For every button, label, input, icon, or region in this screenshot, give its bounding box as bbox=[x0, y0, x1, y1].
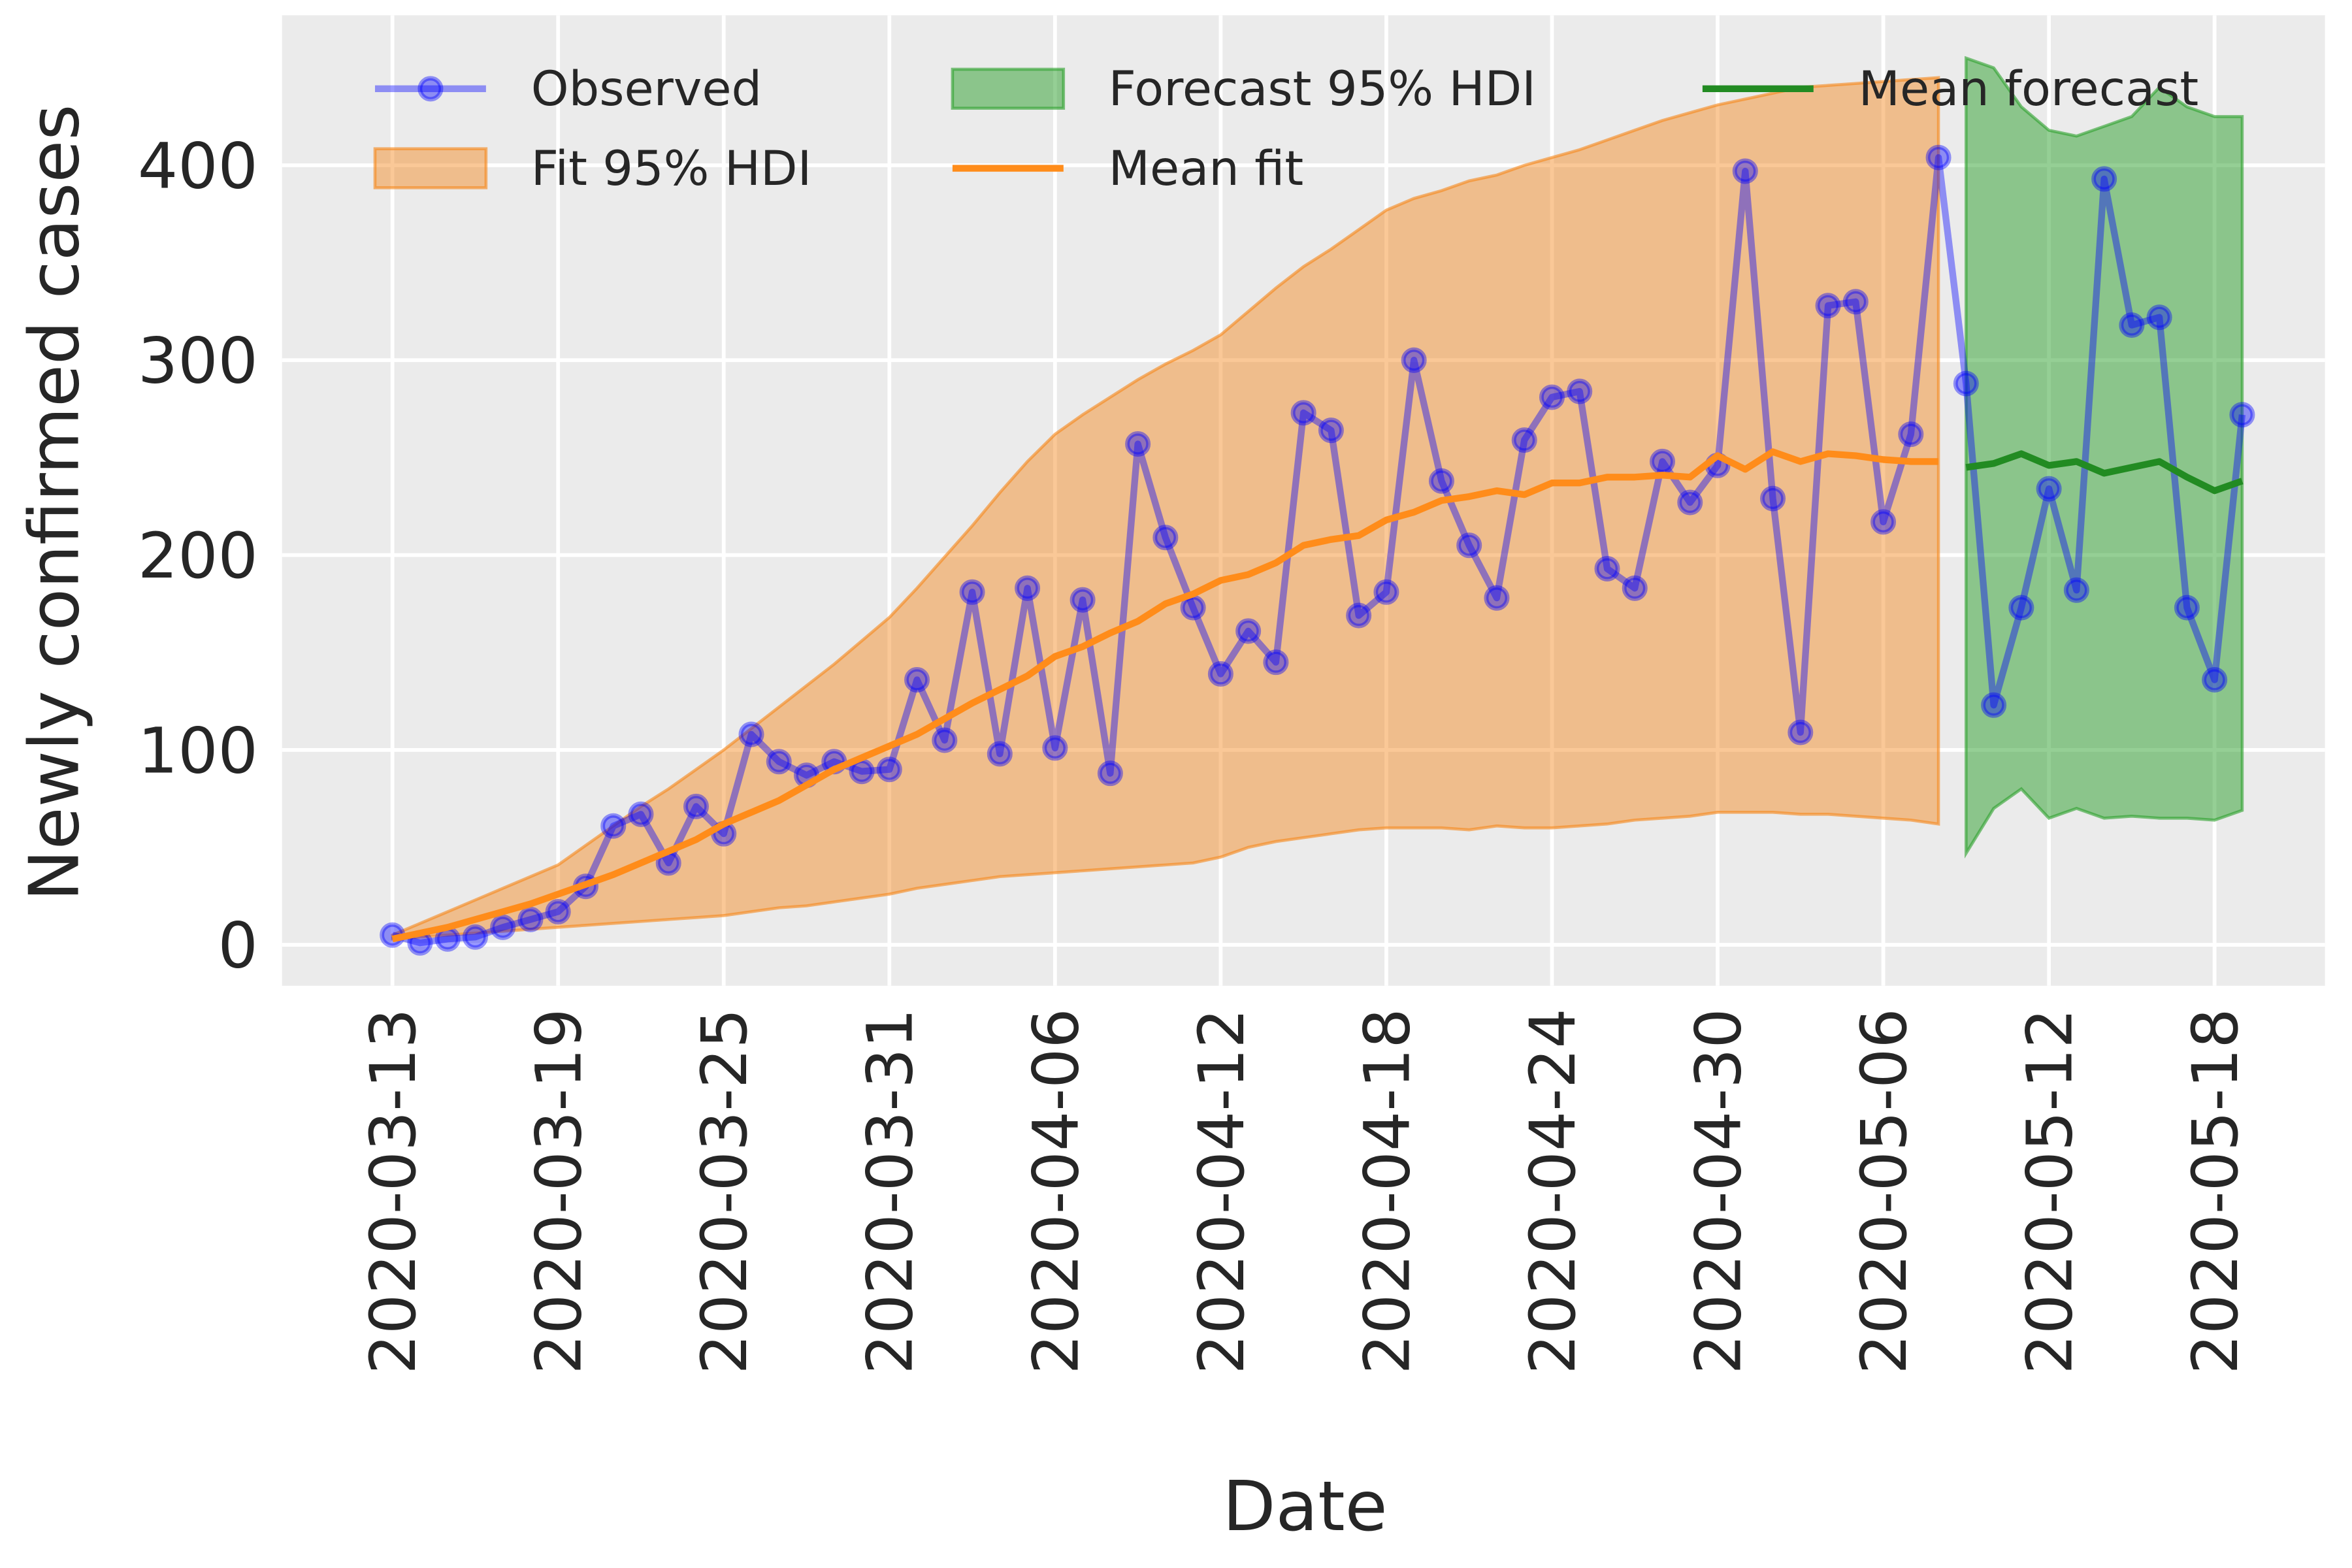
legend-marker bbox=[417, 76, 444, 102]
x-tick-label: 2020-05-06 bbox=[1848, 1008, 1921, 1374]
x-axis-label: Date bbox=[1222, 1466, 1387, 1546]
x-tick-label: 2020-05-18 bbox=[2179, 1008, 2252, 1374]
point bbox=[2063, 577, 2089, 603]
point bbox=[1290, 400, 1316, 426]
point bbox=[959, 579, 985, 605]
point bbox=[766, 749, 792, 775]
x-tick-label: 2020-04-24 bbox=[1516, 1008, 1590, 1374]
point bbox=[1732, 158, 1758, 184]
point bbox=[2119, 312, 2145, 338]
point bbox=[490, 914, 516, 940]
point bbox=[2091, 166, 2117, 192]
point bbox=[628, 801, 654, 827]
point bbox=[1152, 525, 1179, 551]
point bbox=[1263, 649, 1289, 676]
line bbox=[391, 154, 2246, 947]
y-axis-label: Newly confirmed cases bbox=[14, 105, 94, 902]
point bbox=[1428, 468, 1454, 494]
marks bbox=[380, 56, 2255, 956]
point bbox=[1953, 370, 1979, 397]
point bbox=[987, 741, 1013, 767]
legend-swatch bbox=[951, 67, 1066, 110]
point bbox=[2146, 304, 2172, 331]
legend-label: Observed bbox=[531, 61, 762, 117]
point bbox=[1373, 579, 1399, 605]
point bbox=[2008, 595, 2034, 621]
point bbox=[545, 898, 571, 924]
point bbox=[1594, 555, 1620, 581]
point bbox=[1346, 602, 1372, 629]
point bbox=[876, 757, 902, 783]
point bbox=[600, 813, 627, 839]
point bbox=[1815, 293, 1841, 319]
point bbox=[1097, 760, 1123, 787]
y-tick-label: 0 bbox=[218, 909, 258, 983]
point bbox=[1788, 719, 1814, 745]
legend-label: Mean fit bbox=[1109, 141, 1304, 197]
line bbox=[1965, 450, 2244, 495]
point bbox=[1318, 417, 1344, 444]
point bbox=[2036, 476, 2062, 502]
point bbox=[683, 793, 710, 819]
point bbox=[904, 666, 930, 693]
point bbox=[1622, 575, 1648, 601]
point bbox=[2229, 402, 2255, 428]
point bbox=[1015, 575, 1041, 601]
x-tick-label: 2020-04-06 bbox=[1019, 1008, 1092, 1374]
point bbox=[1539, 384, 1565, 410]
band bbox=[1965, 56, 2244, 859]
point bbox=[462, 924, 488, 950]
point bbox=[1207, 661, 1233, 687]
point bbox=[1180, 595, 1206, 621]
x-tick-label: 2020-04-18 bbox=[1350, 1008, 1424, 1374]
legend-label: Mean forecast bbox=[1859, 61, 2199, 117]
y-tick-label: 300 bbox=[138, 325, 258, 398]
x-tick-label: 2020-03-25 bbox=[688, 1008, 761, 1374]
point bbox=[1567, 378, 1593, 404]
point bbox=[1484, 585, 1510, 611]
point bbox=[1842, 289, 1869, 315]
point bbox=[517, 906, 544, 932]
x-tick-label: 2020-03-19 bbox=[523, 1008, 596, 1374]
grid bbox=[282, 15, 2325, 986]
point bbox=[1981, 692, 2007, 718]
x-tick-label: 2020-03-31 bbox=[854, 1008, 927, 1374]
y-tick-label: 400 bbox=[138, 129, 258, 203]
point bbox=[2202, 666, 2228, 693]
x-tick-label: 2020-05-12 bbox=[2014, 1008, 2087, 1374]
point bbox=[1677, 489, 1703, 515]
point bbox=[2174, 595, 2200, 621]
x-tick-label: 2020-03-13 bbox=[357, 1008, 430, 1374]
point bbox=[1898, 421, 1924, 448]
point bbox=[1401, 347, 1427, 373]
point bbox=[1070, 587, 1096, 613]
point bbox=[738, 721, 764, 747]
x-tick-label: 2020-04-30 bbox=[1682, 1008, 1755, 1374]
point bbox=[1925, 144, 1952, 171]
legend-label: Fit 95% HDI bbox=[531, 141, 812, 197]
point bbox=[1511, 427, 1537, 453]
point bbox=[1456, 532, 1482, 559]
band bbox=[391, 76, 1940, 941]
legend-swatch bbox=[373, 147, 488, 189]
legend-label: Forecast 95% HDI bbox=[1109, 61, 1536, 117]
point bbox=[1042, 735, 1068, 761]
legend: Observed Fit 95% HDI Forecast 95% HDI Mean … bbox=[373, 61, 2199, 197]
point bbox=[1235, 618, 1262, 644]
point bbox=[1870, 509, 1897, 535]
point bbox=[1760, 485, 1786, 512]
point bbox=[1125, 431, 1151, 457]
y-tick-label: 100 bbox=[138, 714, 258, 787]
x-tick-label: 2020-04-12 bbox=[1185, 1008, 1258, 1374]
point bbox=[932, 727, 958, 753]
point bbox=[1649, 448, 1676, 474]
y-tick-label: 200 bbox=[138, 519, 258, 593]
line bbox=[391, 448, 1939, 943]
